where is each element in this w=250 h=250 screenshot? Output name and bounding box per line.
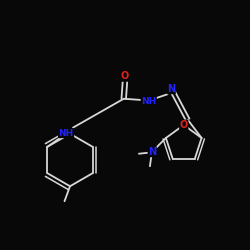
Text: N: N: [148, 147, 156, 157]
Text: NH: NH: [141, 97, 156, 106]
Text: NH: NH: [58, 128, 74, 138]
Text: O: O: [180, 120, 188, 130]
Text: O: O: [121, 71, 129, 81]
Text: N: N: [167, 84, 175, 94]
